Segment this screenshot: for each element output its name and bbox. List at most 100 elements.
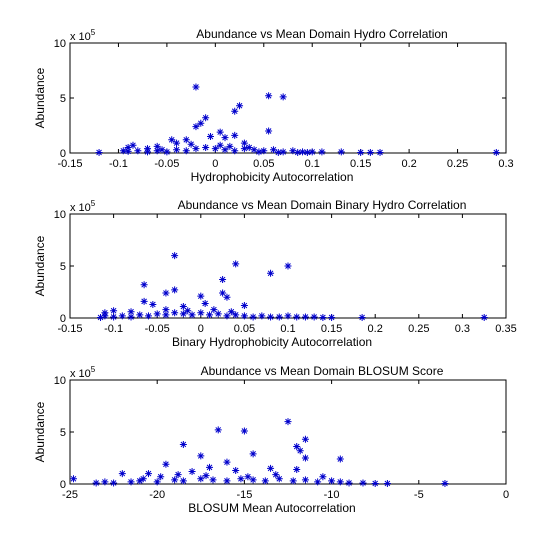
chart-3-exponent-power: 5 [91,365,96,374]
chart-3-xtick-label: 0 [503,489,509,501]
chart-3-data-point [174,471,182,479]
chart-2-data-point [293,313,301,321]
chart-2-data-point [310,313,318,321]
chart-2-xtick-label: -0.15 [57,323,82,335]
chart-2-data-point [136,311,144,319]
chart-2-ylabel: Abundance [33,235,47,296]
chart-3-data-point [162,460,170,468]
chart-2-xtick-label: 0.15 [321,323,342,335]
chart-3-data-point [267,464,275,472]
chart-1-data-point [366,148,374,156]
chart-1-data-point [265,92,273,100]
chart-2-data-point [179,303,187,311]
chart-2-ytick-label: 10 [54,209,66,221]
chart-2-xtick-label: 0.35 [495,323,516,335]
chart-1-exponent-power: 5 [91,28,96,37]
chart-1-data-point [308,148,316,156]
chart-2-ytick-label: 0 [60,313,66,325]
chart-1-data-point [376,148,384,156]
chart-1-data-point [318,148,326,156]
chart-1-data-point [134,147,142,155]
chart-1-data-point [260,147,268,155]
subplot-1: -0.15 -0.1 -0.05 0 0.05 0.1 0.15 0.2 0.25 0.3 0 5 10… [33,27,514,184]
chart-3-exponent-label: x 105 [70,365,96,380]
chart-3-data-point [202,472,210,480]
chart-3-data-point [179,440,187,448]
chart-2-data-point [140,297,148,305]
chart-1-data-point [158,146,166,154]
chart-2-data-point [328,313,336,321]
chart-1-xtick-label: -0.15 [57,158,82,170]
chart-2-xtick-label: 0.1 [280,323,295,335]
chart-3-data-point [371,479,379,487]
chart-3-ytick-label: 10 [54,375,66,387]
chart-1-data-point [274,148,282,156]
chart-2-exponent-power: 5 [91,199,96,208]
chart-2-data-point [171,252,179,260]
chart-2-data-point [179,310,187,318]
chart-1-data-point [226,142,234,150]
chart-1-xtick-label: 0.2 [401,158,416,170]
chart-1-xtick-label: 0.1 [305,158,320,170]
chart-1-data-point [182,147,190,155]
chart-3-data-point [293,465,301,473]
chart-2-xtick-label: 0 [198,323,204,335]
chart-2-data-point [223,293,231,301]
chart-2-data-point [197,309,205,317]
chart-1-data-point [206,133,214,140]
chart-3-data-point [336,478,344,486]
chart-2-xlabel: Binary Hydrophobicity Autocorrelation [172,335,372,349]
chart-1-data-point [124,144,132,151]
chart-3-data-point [153,478,161,486]
chart-2-data-point [210,306,218,314]
chart-3-data-point [118,470,126,478]
chart-3-data-point [206,463,214,471]
chart-2-data-point [301,313,309,321]
chart-2-xtick-label: 0.2 [368,323,383,335]
chart-1-data-point [168,136,176,144]
chart-1-xtick-label: -0.1 [109,158,128,170]
chart-1-ytick-label: 0 [60,148,66,160]
chart-2-data-point [201,299,209,307]
subplot-2: -0.15 -0.1 -0.05 0 0.05 0.1 0.15 0.2 0.25 0.3 0.35… [33,198,517,349]
chart-1-data-point [192,83,200,91]
chart-3-xtick-label: -25 [62,489,78,501]
chart-2-data-point [275,313,283,321]
chart-3-data-point [275,475,283,483]
chart-2-data-point [232,311,240,319]
chart-1-data-point [202,144,210,151]
chart-3-xlabel: BLOSUM Mean Autocorrelation [188,501,355,515]
chart-2-data-point [110,307,118,315]
chart-2-data-point [97,313,105,321]
chart-2-xtick-label: 0.3 [455,323,470,335]
chart-1-data-point [255,148,263,156]
chart-1-data-point [279,148,287,156]
chart-3-xtick-label: -15 [236,489,252,501]
chart-2-data-point [197,292,205,300]
chart-2-data-point [188,311,196,319]
chart-1-data-point [197,119,205,127]
chart-3-xtick-label: -20 [149,489,165,501]
chart-1-exponent-label: x 105 [70,28,96,43]
chart-2-data-point [358,313,366,321]
chart-2-data-point [101,312,109,320]
chart-1-data-point [269,146,277,154]
chart-2-data-point [127,313,135,321]
chart-2-data-point [214,310,222,318]
chart-3-data-point [240,427,248,435]
chart-1-data-point [221,146,229,154]
chart-1-data-point [279,93,287,101]
chart-1-data-point [240,145,248,153]
chart-3-data-point [359,479,367,487]
chart-1-data-point [129,141,137,149]
chart-3-data-point [127,478,135,486]
chart-3-data-point [301,435,309,443]
chart-1-data-point [153,147,161,155]
chart-1-data-point [173,146,181,154]
chart-1-xtick-label: 0.15 [350,158,371,170]
chart-2-data-point [258,312,266,320]
chart-3-data-point [345,479,353,487]
chart-2-data-point [223,312,231,320]
chart-1-data-point [231,147,239,155]
